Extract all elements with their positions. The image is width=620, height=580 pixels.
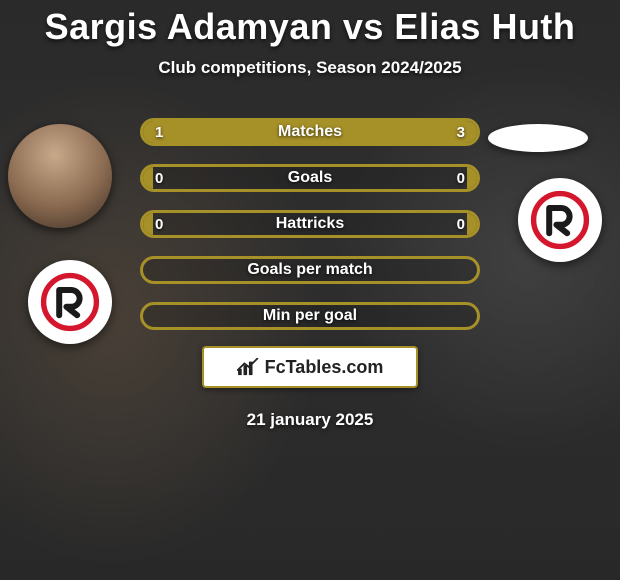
stat-right-value: 0 <box>457 167 465 189</box>
stat-row: Hattricks0 0 <box>140 210 480 238</box>
snapshot-date: 21 january 2025 <box>0 410 620 430</box>
stat-label: Min per goal <box>143 305 477 327</box>
source-badge: FcTables.com <box>202 346 418 388</box>
stat-label: Matches <box>143 121 477 143</box>
stat-row: Matches1 3 <box>140 118 480 146</box>
stat-row: Goals0 0 <box>140 164 480 192</box>
stat-right-value: 0 <box>457 213 465 235</box>
stat-row: Min per goal <box>140 302 480 330</box>
stat-right-value: 3 <box>457 121 465 143</box>
stat-left-value: 0 <box>155 213 163 235</box>
stat-label: Goals <box>143 167 477 189</box>
stat-label: Goals per match <box>143 259 477 281</box>
chart-icon <box>237 358 259 376</box>
stat-left-value: 0 <box>155 167 163 189</box>
stat-left-value: 1 <box>155 121 163 143</box>
comparison-title: Sargis Adamyan vs Elias Huth <box>0 6 620 48</box>
comparison-subtitle: Club competitions, Season 2024/2025 <box>0 58 620 78</box>
source-text: FcTables.com <box>265 357 384 378</box>
stat-row: Goals per match <box>140 256 480 284</box>
stat-label: Hattricks <box>143 213 477 235</box>
stats-list: Matches13Goals00Hattricks00Goals per mat… <box>0 118 620 330</box>
